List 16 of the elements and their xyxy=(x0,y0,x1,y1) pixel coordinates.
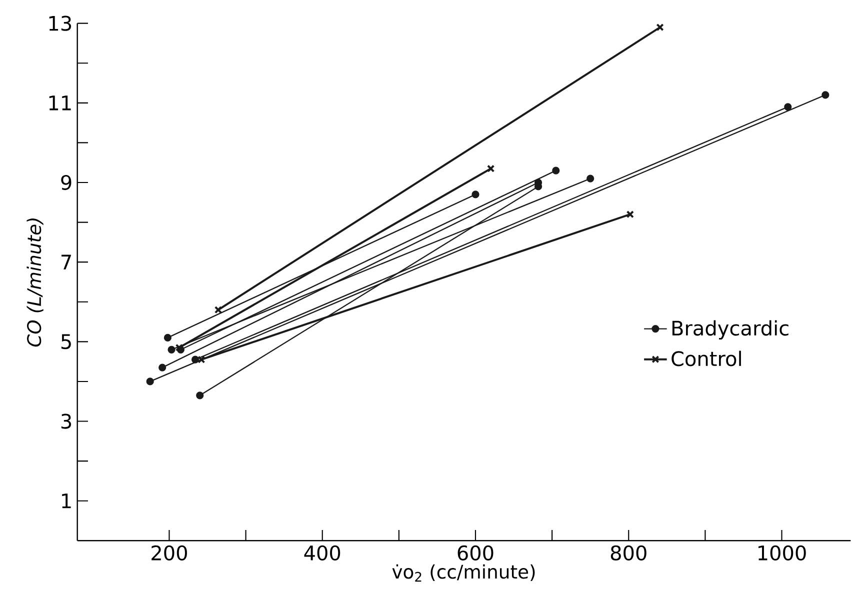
x-axis-title: v̇o$_{2}$ (cc/minute) xyxy=(392,564,535,582)
y-tick-label: 9 xyxy=(61,174,72,190)
x-tick-label: 400 xyxy=(304,545,340,560)
y-tick-label: 7 xyxy=(62,254,71,270)
x-tick-label: 800 xyxy=(610,545,646,560)
x-tick-label: 200 xyxy=(152,545,187,560)
y-tick-label: 5 xyxy=(61,334,71,350)
x-tick-label: 600 xyxy=(458,545,494,560)
y-tick-label: 13 xyxy=(49,16,72,31)
legend-label: Bradycardic xyxy=(672,320,788,340)
y-axis-title: CO (L/minute) xyxy=(26,218,44,347)
legend-label: Control xyxy=(672,350,741,366)
y-tick-label: 3 xyxy=(61,414,72,429)
y-tick-label: 1 xyxy=(62,494,71,508)
x-tick-label: 1000 xyxy=(758,545,806,560)
y-tick-label: 11 xyxy=(49,96,71,110)
